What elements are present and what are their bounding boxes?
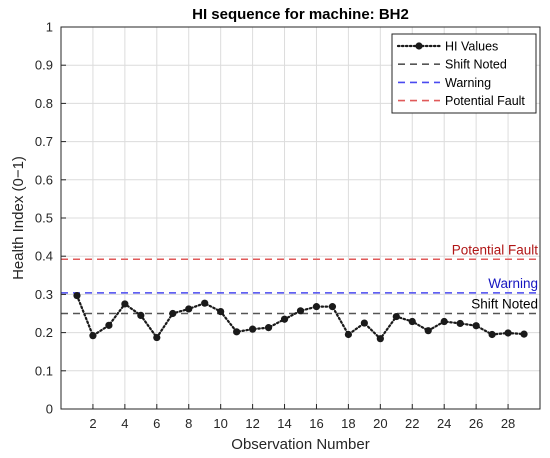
series-layer <box>73 291 528 343</box>
data-point <box>488 330 496 339</box>
potential-fault-label: Potential Fault <box>452 242 539 257</box>
x-tick-label: 12 <box>245 416 259 431</box>
data-point <box>121 300 129 308</box>
x-tick-label: 16 <box>309 416 323 431</box>
x-tick-label: 6 <box>153 416 160 431</box>
legend-item-shift-noted: Shift Noted <box>398 58 507 72</box>
data-point <box>280 315 289 323</box>
warning-label: Warning <box>488 276 538 291</box>
ticks: 2 4 6 8 10 12 14 16 18 20 22 24 26 2800.10.20.30.40.5… <box>35 20 515 432</box>
data-point <box>296 307 305 315</box>
x-tick-label: 4 <box>121 416 128 431</box>
data-point <box>249 325 257 333</box>
data-point <box>185 305 193 313</box>
data-point <box>392 312 400 321</box>
y-tick-label: 0.4 <box>35 249 53 264</box>
x-tick-label: 2 <box>89 416 96 431</box>
data-point <box>264 324 273 332</box>
x-axis-label: Observation Number <box>231 436 369 453</box>
legend-label: Warning <box>445 76 491 90</box>
data-point <box>520 330 528 338</box>
data-point <box>312 303 321 311</box>
y-tick-label: 0.3 <box>35 287 53 302</box>
shift-noted-label: Shift Noted <box>471 297 538 312</box>
data-point <box>137 311 145 320</box>
legend-label: Shift Noted <box>445 58 507 72</box>
data-point <box>153 333 161 342</box>
x-tick-label: 28 <box>501 416 515 431</box>
x-tick-label: 10 <box>213 416 227 431</box>
y-tick-label: 0.8 <box>35 96 53 111</box>
data-point <box>376 335 384 343</box>
legend-item-potential-fault: Potential Fault <box>398 94 525 108</box>
data-point <box>456 319 464 328</box>
x-tick-label: 18 <box>341 416 355 431</box>
legend-label: Potential Fault <box>445 94 525 108</box>
x-tick-label: 26 <box>469 416 483 431</box>
data-point <box>504 329 512 337</box>
legend-marker <box>415 42 423 50</box>
legend-label: HI Values <box>445 40 498 54</box>
y-tick-label: 0.7 <box>35 134 53 149</box>
data-point <box>217 307 225 316</box>
data-point <box>105 321 113 329</box>
data-point <box>360 319 368 327</box>
y-tick-label: 0.5 <box>35 211 53 226</box>
y-tick-label: 0.2 <box>35 325 53 340</box>
data-point <box>408 317 416 326</box>
x-tick-label: 22 <box>405 416 419 431</box>
data-point <box>73 291 81 300</box>
reference-lines: Shift Noted Warning Potential Fault <box>61 242 540 315</box>
data-point <box>89 332 97 340</box>
x-tick-label: 24 <box>437 416 451 431</box>
chart-title: HI sequence for machine: BH2 <box>192 6 409 23</box>
x-tick-label: 14 <box>277 416 291 431</box>
y-tick-label: 0 <box>46 402 53 417</box>
y-tick-label: 0.1 <box>35 363 53 378</box>
x-tick-label: 20 <box>373 416 387 431</box>
data-point <box>201 299 209 307</box>
y-tick-label: 1 <box>46 20 53 35</box>
y-axis-label: Health Index (0−1) <box>10 156 27 280</box>
y-tick-label: 0.9 <box>35 58 53 73</box>
data-point <box>472 322 480 330</box>
data-point <box>424 327 432 335</box>
data-point <box>169 309 177 318</box>
data-point <box>440 317 448 326</box>
legend: HI Values Shift Noted Warning Potential Fau… <box>391 33 537 114</box>
y-tick-label: 0.6 <box>35 172 53 187</box>
data-point <box>344 330 352 339</box>
data-point <box>328 303 337 311</box>
x-tick-label: 8 <box>185 416 192 431</box>
legend-item-hi-values: HI Values <box>396 40 498 54</box>
legend-item-warning: Warning <box>398 76 491 90</box>
data-point <box>233 328 241 336</box>
